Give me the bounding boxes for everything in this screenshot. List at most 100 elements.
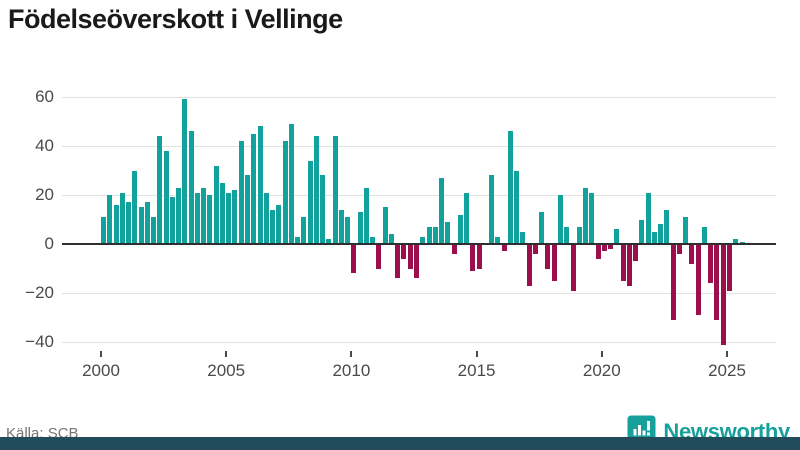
bar-67 bbox=[520, 231, 525, 245]
bar-27 bbox=[270, 209, 275, 244]
bar-92 bbox=[677, 244, 682, 254]
x-axis-label: 2025 bbox=[708, 361, 746, 380]
bar-12 bbox=[176, 187, 181, 245]
bar-65 bbox=[508, 131, 513, 244]
y-axis-label: −20 bbox=[25, 283, 54, 302]
bar-2 bbox=[114, 204, 119, 244]
x-axis-tick bbox=[100, 351, 102, 357]
bar-46 bbox=[389, 234, 394, 244]
bar-23 bbox=[245, 175, 250, 244]
bar-29 bbox=[283, 141, 288, 244]
gridline-60 bbox=[62, 96, 776, 98]
bar-24 bbox=[251, 133, 256, 245]
bar-69 bbox=[533, 244, 538, 254]
gridline-−40 bbox=[62, 341, 776, 343]
bar-5 bbox=[132, 170, 137, 244]
bar-34 bbox=[314, 136, 319, 244]
x-axis-tick bbox=[475, 351, 478, 357]
bar-60 bbox=[477, 244, 482, 269]
bar-38 bbox=[339, 209, 344, 244]
bar-56 bbox=[452, 244, 457, 254]
bar-51 bbox=[420, 236, 425, 245]
bar-63 bbox=[495, 236, 500, 245]
bar-82 bbox=[614, 229, 619, 244]
bar-48 bbox=[401, 244, 406, 259]
x-axis-line bbox=[62, 243, 776, 245]
bar-76 bbox=[577, 226, 582, 244]
bar-32 bbox=[301, 217, 306, 245]
bar-84 bbox=[627, 244, 632, 286]
bar-20 bbox=[226, 192, 231, 245]
bar-71 bbox=[545, 244, 550, 269]
bar-55 bbox=[445, 221, 450, 244]
bar-59 bbox=[470, 244, 475, 271]
x-axis-label: 2010 bbox=[332, 361, 371, 380]
bar-52 bbox=[427, 226, 432, 244]
bar-30 bbox=[289, 123, 294, 244]
gridline-20 bbox=[62, 194, 776, 196]
bar-95 bbox=[696, 244, 701, 316]
bar-14 bbox=[189, 131, 194, 244]
bar-98 bbox=[714, 244, 719, 320]
bar-85 bbox=[633, 244, 638, 262]
bar-0 bbox=[101, 217, 106, 245]
bar-9 bbox=[157, 136, 162, 244]
bar-43 bbox=[370, 236, 375, 245]
bar-78 bbox=[589, 192, 594, 245]
bar-91 bbox=[671, 244, 676, 320]
x-axis-label: 2015 bbox=[457, 361, 496, 380]
y-axis-label: 20 bbox=[35, 185, 54, 204]
bar-13 bbox=[182, 99, 187, 244]
bar-45 bbox=[383, 207, 388, 245]
bar-49 bbox=[408, 244, 413, 269]
bar-36 bbox=[326, 239, 331, 244]
bar-41 bbox=[358, 212, 363, 245]
bar-96 bbox=[702, 226, 707, 244]
bar-72 bbox=[552, 244, 557, 281]
bar-70 bbox=[539, 212, 544, 245]
bar-88 bbox=[652, 231, 657, 245]
bar-101 bbox=[733, 239, 738, 244]
bar-99 bbox=[721, 244, 726, 345]
y-axis-label: −40 bbox=[25, 332, 54, 351]
bar-11 bbox=[170, 197, 175, 244]
bar-87 bbox=[646, 192, 651, 245]
bar-94 bbox=[689, 244, 694, 264]
bar-90 bbox=[664, 209, 669, 244]
bar-97 bbox=[708, 244, 713, 284]
x-axis-label: 2005 bbox=[207, 361, 246, 380]
bar-16 bbox=[201, 187, 206, 245]
gridline-−20 bbox=[62, 292, 776, 294]
bar-83 bbox=[621, 244, 626, 281]
bar-62 bbox=[489, 175, 494, 244]
bar-1 bbox=[107, 195, 112, 244]
bar-47 bbox=[395, 244, 400, 279]
chart-title: Födelseöverskott i Vellinge bbox=[8, 4, 343, 34]
bar-15 bbox=[195, 192, 200, 245]
bar-64 bbox=[502, 244, 507, 252]
bar-19 bbox=[220, 182, 225, 245]
bar-7 bbox=[145, 202, 150, 244]
bar-35 bbox=[320, 175, 325, 244]
bottom-accent-band bbox=[0, 437, 800, 450]
bar-33 bbox=[308, 160, 313, 244]
x-axis-label: 2000 bbox=[82, 361, 120, 380]
bar-68 bbox=[527, 244, 532, 286]
gridline-40 bbox=[62, 145, 776, 147]
y-axis-label: 0 bbox=[44, 234, 54, 253]
y-axis-label: 40 bbox=[35, 136, 54, 155]
x-axis-tick bbox=[600, 351, 603, 357]
bar-66 bbox=[514, 170, 519, 244]
x-axis-tick bbox=[225, 351, 228, 357]
bar-73 bbox=[558, 195, 563, 244]
bar-22 bbox=[239, 141, 244, 244]
bar-26 bbox=[264, 192, 269, 245]
bar-8 bbox=[151, 217, 156, 245]
x-axis-label: 2020 bbox=[582, 361, 621, 380]
bar-25 bbox=[258, 126, 263, 244]
bar-93 bbox=[683, 217, 688, 245]
bar-21 bbox=[232, 190, 237, 244]
bar-86 bbox=[639, 219, 644, 244]
bar-77 bbox=[583, 187, 588, 245]
bar-50 bbox=[414, 244, 419, 279]
